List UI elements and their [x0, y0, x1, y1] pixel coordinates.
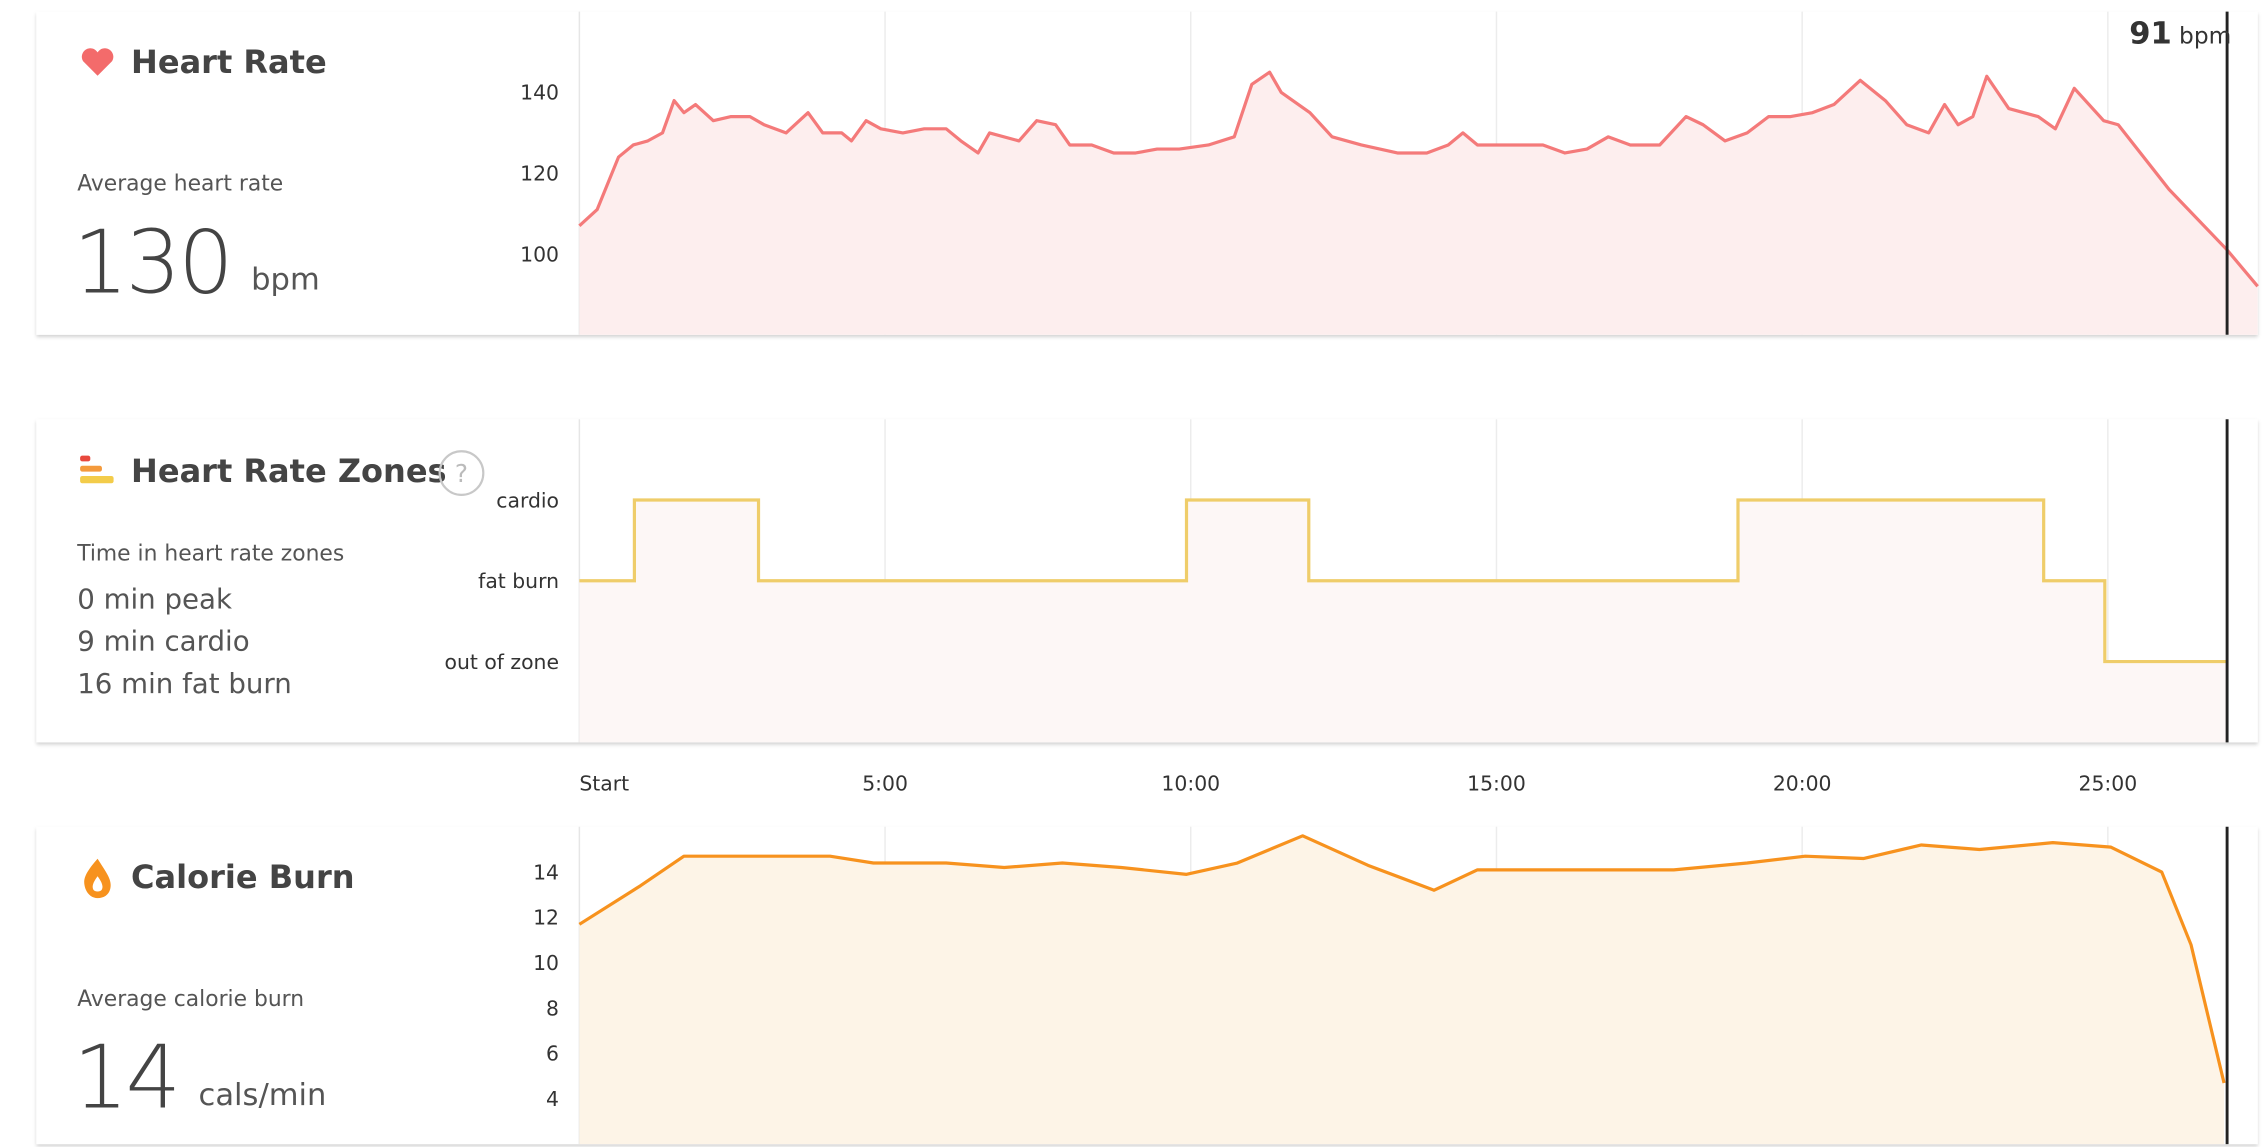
y-tick-label: 12 — [533, 906, 559, 930]
summary-unit: cals/min — [199, 1078, 327, 1113]
summary-value: 130 — [73, 212, 231, 314]
zone-time: 0 min peak — [77, 582, 232, 615]
summary-label: Time in heart rate zones — [76, 541, 344, 566]
help-icon[interactable] — [438, 450, 485, 496]
x-tick-label: 15:00 — [1467, 771, 1526, 795]
line — [578, 70, 2259, 288]
cursor-unit: bpm — [2179, 23, 2231, 50]
card-title: Calorie Burn — [131, 858, 354, 896]
x-tick-label: 20:00 — [1773, 771, 1832, 795]
card-title: Heart Rate Zones — [131, 452, 447, 490]
x-tick-label: 25:00 — [2079, 771, 2138, 795]
cursor-value: 91 — [2129, 17, 2172, 52]
summary-label: Average calorie burn — [77, 987, 304, 1012]
y-tick-label: 4 — [546, 1087, 559, 1111]
y-category-label: cardio — [496, 488, 559, 512]
zone-time: 16 min fat burn — [77, 667, 292, 700]
y-tick-label: 14 — [533, 860, 559, 884]
y-tick-label: 140 — [520, 81, 559, 105]
area-fill — [579, 835, 2225, 1145]
summary-label: Average heart rate — [77, 172, 283, 197]
x-tick-label: Start — [579, 771, 629, 795]
card-title: Heart Rate — [131, 43, 327, 81]
area-fill — [579, 72, 2258, 335]
y-tick-label: 8 — [546, 996, 559, 1020]
heart-icon — [81, 48, 114, 76]
help-mark[interactable]: ? — [455, 459, 468, 488]
y-category-label: fat burn — [478, 569, 559, 593]
summary-unit: bpm — [251, 263, 320, 298]
y-category-label: out of zone — [445, 650, 559, 674]
step-line — [579, 498, 2228, 664]
y-tick-label: 6 — [546, 1042, 559, 1066]
y-tick-label: 100 — [520, 242, 559, 266]
icons: ? — [80, 48, 485, 899]
summary-value: 14 — [73, 1027, 178, 1129]
zones-icon — [80, 455, 114, 484]
y-tick-label: 10 — [533, 951, 559, 975]
y-tick-label: 120 — [520, 161, 559, 185]
x-tick-label: 10:00 — [1161, 771, 1220, 795]
area-fill — [579, 499, 2228, 743]
line — [578, 834, 2226, 1084]
zone-time: 9 min cardio — [77, 625, 249, 658]
flame-inner — [92, 876, 103, 892]
x-tick-label: 5:00 — [862, 771, 908, 795]
plots: 100 120 140 91 bpm Start 5:00 10:00 15:00 20:00 25… — [445, 11, 2259, 1145]
